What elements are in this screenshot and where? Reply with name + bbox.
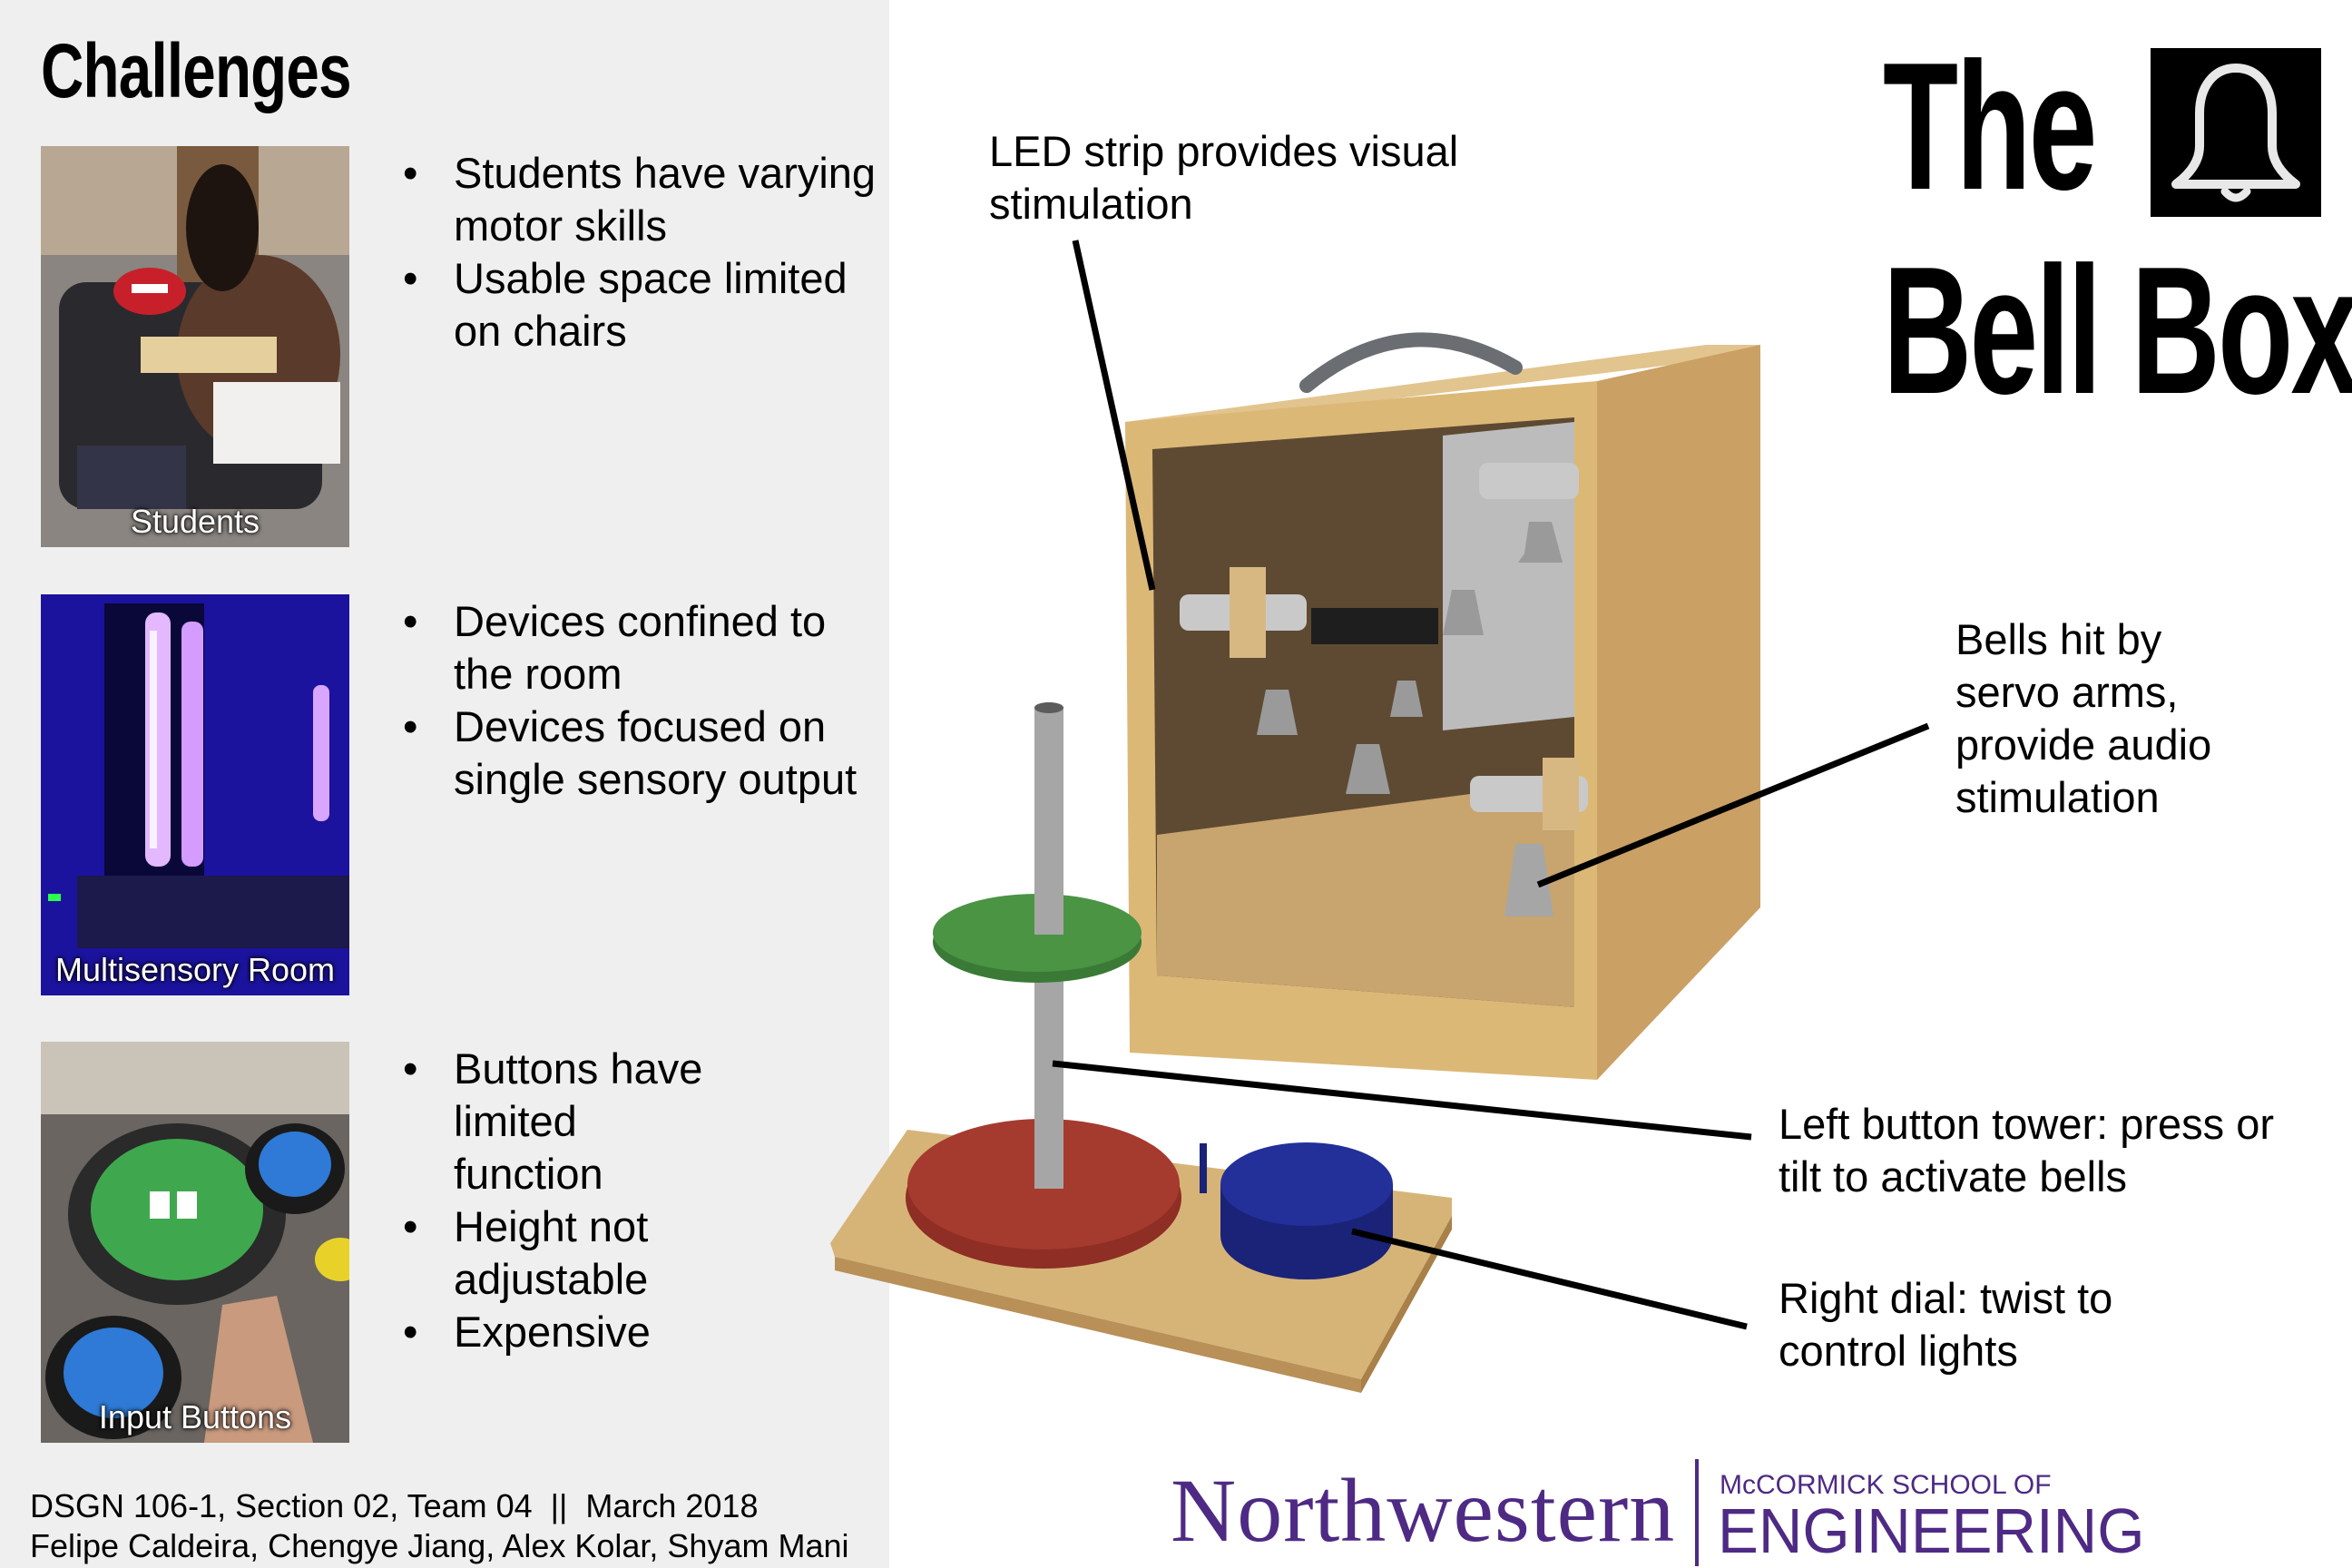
bullet-item: Students have varying motor skills xyxy=(399,147,880,252)
bell xyxy=(1390,681,1423,717)
base-edge xyxy=(1361,1216,1452,1393)
bell-box-render xyxy=(830,332,1760,1393)
blue-dial xyxy=(1220,1142,1393,1226)
tower-pole-cap xyxy=(1034,702,1063,713)
servo-arm xyxy=(1479,463,1579,499)
base-edge xyxy=(835,1257,1361,1393)
northwestern-wordmark: Northwestern xyxy=(1171,1460,1676,1561)
bullet-item: Buttons have limited function xyxy=(399,1043,726,1200)
students-caption: Students xyxy=(130,503,260,540)
callout-dial: Right dial: twist to control lights xyxy=(1779,1274,2113,1375)
servo-mount xyxy=(1543,758,1579,830)
input-buttons-photo: Input Buttons xyxy=(41,1042,349,1443)
leader-led xyxy=(1072,240,1156,591)
bell xyxy=(1346,744,1390,794)
bell-icon xyxy=(2151,48,2321,217)
callout-bells: Bells hit by servo arms, provide audio s… xyxy=(1955,615,2212,821)
servo-mount xyxy=(1230,567,1266,658)
course-info: DSGN 106-1, Section 02, Team 04 || March… xyxy=(30,1487,759,1524)
box-floor xyxy=(1157,780,1574,1007)
mccormick-school-line: McCORMICK SCHOOL OF xyxy=(1720,1470,2052,1500)
title-line-2: Bell Box xyxy=(1883,230,2352,432)
input-buttons-image xyxy=(41,1042,349,1443)
bullet-item: Devices confined to the room xyxy=(399,595,880,701)
bell xyxy=(1443,590,1484,635)
multisensory-room-photo: Multisensory Room xyxy=(41,594,349,995)
team-members: Felipe Caldeira, Chengye Jiang, Alex Kol… xyxy=(30,1527,849,1564)
led-strip-unit xyxy=(1311,608,1438,644)
bullet-item: Devices focused on single sensory output xyxy=(399,701,880,806)
multisensory-room-image xyxy=(41,594,349,995)
bullet-item: Usable space limited on chairs xyxy=(399,252,880,358)
engineering-wordmark: ENGINEERING xyxy=(1718,1495,2145,1566)
input-buttons-caption: Input Buttons xyxy=(98,1398,292,1436)
multisensory-room-caption: Multisensory Room xyxy=(54,951,336,988)
title-line-1: The xyxy=(1883,25,2097,228)
leader-tower xyxy=(1052,1060,1752,1141)
box-side xyxy=(1597,345,1760,1080)
buttons-bullets: Buttons have limited function Height not… xyxy=(399,1043,880,1358)
bullet-item: Expensive xyxy=(399,1306,880,1358)
bullet-item: Height not adjustable xyxy=(399,1200,726,1306)
leader-dial xyxy=(1351,1228,1748,1330)
tower-pole-upper xyxy=(1034,708,1063,935)
challenges-heading: Challenges xyxy=(41,28,352,113)
leader-bells xyxy=(1536,722,1930,888)
callout-led: LED strip provides visual stimulation xyxy=(989,127,1459,228)
bell xyxy=(1504,844,1553,916)
room-bullets: Devices confined to the room Devices foc… xyxy=(399,595,880,806)
callout-tower: Left button tower: press or tilt to acti… xyxy=(1779,1100,2275,1200)
students-photo: Students xyxy=(41,146,349,547)
dial-pin xyxy=(1200,1143,1207,1193)
bell xyxy=(1518,522,1563,563)
logo-divider xyxy=(1695,1459,1699,1566)
box-handle xyxy=(1299,332,1523,393)
bell xyxy=(1257,690,1298,735)
students-bullets: Students have varying motor skills Usabl… xyxy=(399,147,880,358)
students-photo-image xyxy=(41,146,349,547)
